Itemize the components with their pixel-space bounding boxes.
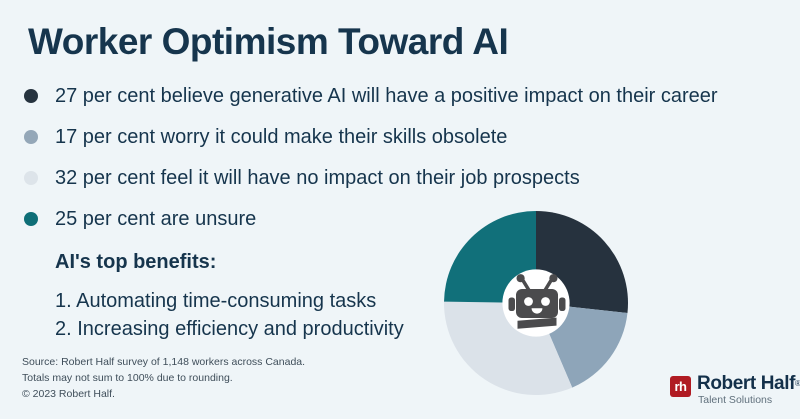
logo-name: Robert Half® [697, 373, 800, 394]
stat-row: 17 per cent worry it could make their sk… [24, 125, 718, 149]
bullet-dot-navy [24, 89, 38, 103]
stat-label: 25 per cent are unsure [55, 207, 257, 230]
footnote-rounding: Totals may not sum to 100% due to roundi… [22, 371, 233, 384]
logo-tagline: Talent Solutions [698, 394, 773, 406]
page-title: Worker Optimism Toward AI [28, 21, 509, 62]
benefit-item: 2. Increasing efficiency and productivit… [55, 318, 404, 340]
benefits-section: AI's top benefits: 1. Automating time-co… [55, 251, 404, 343]
footnote-source: Source: Robert Half survey of 1,148 work… [22, 356, 306, 368]
benefits-heading: AI's top benefits: [55, 251, 217, 273]
stat-row: 32 per cent feel it will have no impact … [24, 166, 718, 190]
bullet-dot-lightgray [24, 171, 38, 185]
bullet-dot-teal [24, 212, 38, 226]
rh-logo-mark: rh [670, 376, 691, 397]
stat-list: 27 per cent believe generative AI will h… [24, 84, 718, 248]
stat-row: 27 per cent believe generative AI will h… [24, 84, 718, 108]
robert-half-logo: rh Robert Half® Talent Solutions [670, 374, 800, 407]
stat-label: 27 per cent believe generative AI will h… [55, 84, 718, 107]
footnote-copyright: © 2023 Robert Half. [22, 387, 115, 400]
registered-mark: ® [795, 379, 800, 388]
stat-label: 17 per cent worry it could make their sk… [55, 125, 508, 148]
robot-icon [507, 271, 567, 333]
logo-text: Robert Half® Talent Solutions [697, 374, 800, 407]
bullet-dot-bluegray [24, 130, 38, 144]
stat-label: 32 per cent feel it will have no impact … [55, 166, 580, 189]
stat-row: 25 per cent are unsure [24, 207, 718, 231]
benefit-item: 1. Automating time-consuming tasks [55, 290, 377, 312]
footnotes: Source: Robert Half survey of 1,148 work… [22, 355, 305, 402]
